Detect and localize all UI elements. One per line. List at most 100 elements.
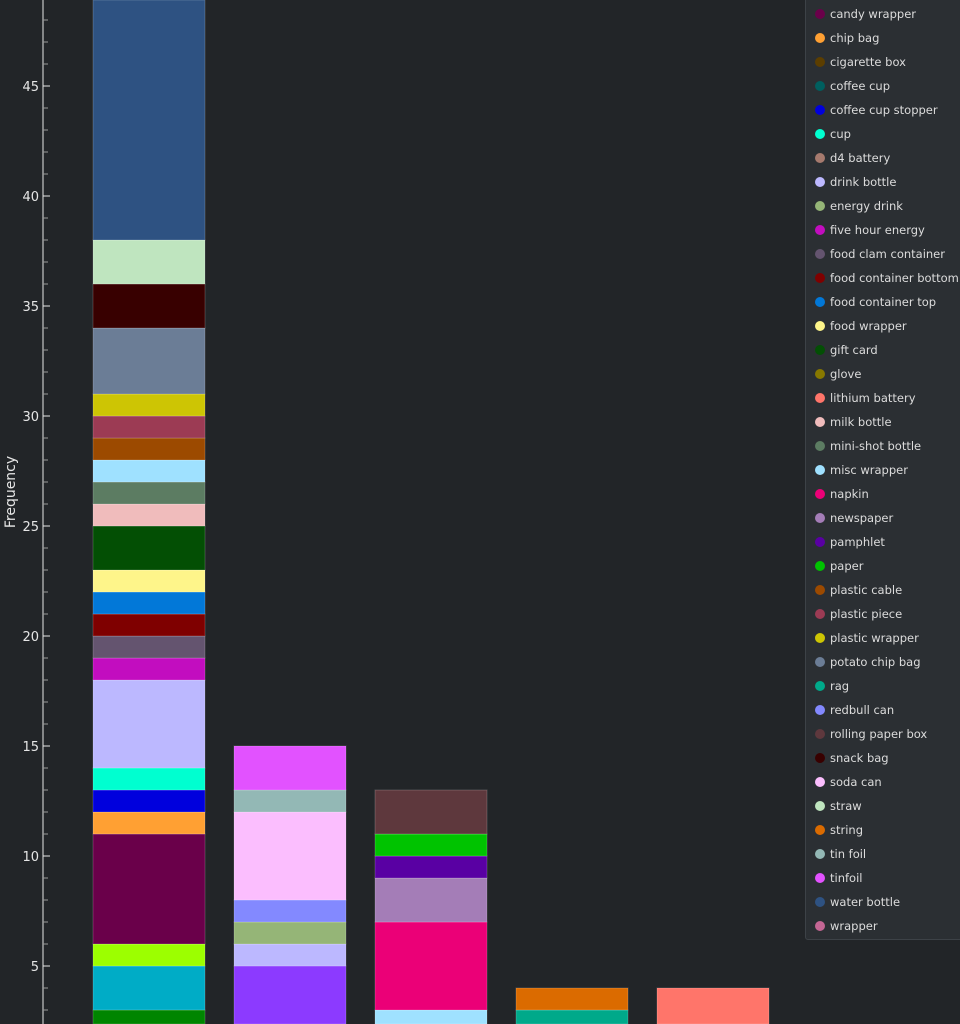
bar-segment-food-container-bottom-bar-1	[92, 613, 206, 637]
legend-item[interactable]: water bottle	[815, 893, 900, 911]
y-ticks: 5 10 15 20 25 30 35 40 45	[22, 19, 50, 1011]
y-tick-label: 45	[22, 80, 39, 95]
legend-item[interactable]: food container top	[815, 293, 936, 311]
legend-label: cigarette box	[830, 55, 906, 69]
legend-item[interactable]: misc wrapper	[815, 461, 908, 479]
legend-item[interactable]: wrapper	[815, 917, 878, 935]
legend-swatch-icon	[815, 105, 825, 115]
bar-segment-snack-bag-bar-1	[92, 283, 206, 329]
legend-item[interactable]: coffee cup	[815, 77, 890, 95]
legend-swatch-icon	[815, 81, 825, 91]
legend-item[interactable]: gift card	[815, 341, 878, 359]
legend-swatch-icon	[815, 345, 825, 355]
legend-item[interactable]: plastic piece	[815, 605, 902, 623]
legend-item[interactable]: rolling paper box	[815, 725, 927, 743]
legend-item[interactable]: rag	[815, 677, 849, 695]
legend-swatch-icon	[815, 585, 825, 595]
legend-item[interactable]: plastic cable	[815, 581, 902, 599]
y-tick-label: 15	[22, 740, 39, 755]
legend-item[interactable]: straw	[815, 797, 862, 815]
legend-label: cup	[830, 127, 851, 141]
legend-label: misc wrapper	[830, 463, 908, 477]
bar-segment-chip-bag-bar-1	[92, 811, 206, 835]
legend-swatch-icon	[815, 633, 825, 643]
legend-label: drink bottle	[830, 175, 897, 189]
legend-item[interactable]: redbull can	[815, 701, 894, 719]
legend-swatch-icon	[815, 729, 825, 739]
bar-segment-mini-shot-bottle-bar-1	[92, 481, 206, 505]
legend-item[interactable]: d4 battery	[815, 149, 890, 167]
legend-label: rag	[830, 679, 850, 693]
legend-swatch-icon	[815, 33, 825, 43]
legend-item[interactable]: cigarette box	[815, 53, 906, 71]
legend-item[interactable]: potato chip bag	[815, 653, 921, 671]
bar-segment-misc-wrapper-bar-3	[374, 1009, 488, 1024]
bar-segment-series-3-bar-2	[233, 965, 347, 1024]
y-tick-label: 30	[22, 410, 39, 425]
bar-segment-pamphlet-bar-3	[374, 855, 488, 879]
legend-item[interactable]: napkin	[815, 485, 869, 503]
legend-label: gift card	[830, 343, 878, 357]
legend-item[interactable]: lithium battery	[815, 389, 916, 407]
legend-item[interactable]: candy wrapper	[815, 5, 916, 23]
legend-item[interactable]: five hour energy	[815, 221, 925, 239]
legend-label: straw	[830, 799, 862, 813]
legend-label: lithium battery	[830, 391, 916, 405]
bar-segment-series-2-bar-1	[92, 943, 206, 967]
legend-item[interactable]: snack bag	[815, 749, 889, 767]
bar-segment-paper-bar-3	[374, 833, 488, 857]
legend-swatch-icon	[815, 753, 825, 763]
legend-swatch-icon	[815, 921, 825, 931]
legend-label: milk bottle	[830, 415, 892, 429]
bar-segment-redbull-can-bar-2	[233, 899, 347, 923]
legend-swatch-icon	[815, 225, 825, 235]
legend-item[interactable]: food clam container	[815, 245, 945, 263]
legend-swatch-icon	[815, 537, 825, 547]
legend-label: glove	[830, 367, 862, 381]
bar-segment-water-bottle-bar-1	[92, 0, 206, 241]
bar-segment-series-1-bar-1	[92, 965, 206, 1011]
legend-item[interactable]: food wrapper	[815, 317, 907, 335]
bar-segment-candy-wrapper-bar-1	[92, 833, 206, 945]
y-tick-label: 40	[22, 190, 39, 205]
legend-item[interactable]: glove	[815, 365, 861, 383]
legend-item[interactable]: string	[815, 821, 863, 839]
bar-segment-drink-bottle-bar-1	[92, 679, 206, 769]
bar-segment-food-container-top-bar-1	[92, 591, 206, 615]
legend-swatch-icon	[815, 849, 825, 859]
legend-swatch-icon	[815, 153, 825, 163]
legend-item[interactable]: chip bag	[815, 29, 879, 47]
legend-label: mini-shot bottle	[830, 439, 922, 453]
legend-label: food clam container	[830, 247, 945, 261]
legend-item[interactable]: food container bottom	[815, 269, 959, 287]
legend-item[interactable]: drink bottle	[815, 173, 896, 191]
legend-swatch-icon	[815, 825, 825, 835]
legend-item[interactable]: pamphlet	[815, 533, 885, 551]
bar-segment-tin-foil-bar-2	[233, 789, 347, 813]
legend-item[interactable]: cup	[815, 125, 851, 143]
legend-item[interactable]: energy drink	[815, 197, 903, 215]
legend-item[interactable]: tin foil	[815, 845, 866, 863]
legend-swatch-icon	[815, 201, 825, 211]
bar-segment-milk-bottle-bar-1	[92, 503, 206, 527]
legend-item[interactable]: milk bottle	[815, 413, 892, 431]
legend-label: napkin	[830, 487, 869, 501]
legend-swatch-icon	[815, 657, 825, 667]
legend-item[interactable]: plastic wrapper	[815, 629, 919, 647]
legend-item[interactable]: paper	[815, 557, 863, 575]
legend-item[interactable]: soda can	[815, 773, 882, 791]
legend-item[interactable]: newspaper	[815, 509, 893, 527]
legend-label: rolling paper box	[830, 727, 928, 741]
legend-swatch-icon	[815, 801, 825, 811]
legend-swatch-icon	[815, 489, 825, 499]
bar-segment-newspaper-bar-3	[374, 877, 488, 923]
bar-segment-straw-bar-1	[92, 239, 206, 285]
legend-item[interactable]: tinfoil	[815, 869, 862, 887]
bar-segment-cup-bar-1	[92, 767, 206, 791]
legend-swatch-icon	[815, 513, 825, 523]
legend-swatch-icon	[815, 897, 825, 907]
bar-segment-misc-wrapper-bar-1	[92, 459, 206, 483]
legend-item[interactable]: mini-shot bottle	[815, 437, 921, 455]
legend-item[interactable]: coffee cup stopper	[815, 101, 938, 119]
legend-label: paper	[830, 559, 864, 573]
